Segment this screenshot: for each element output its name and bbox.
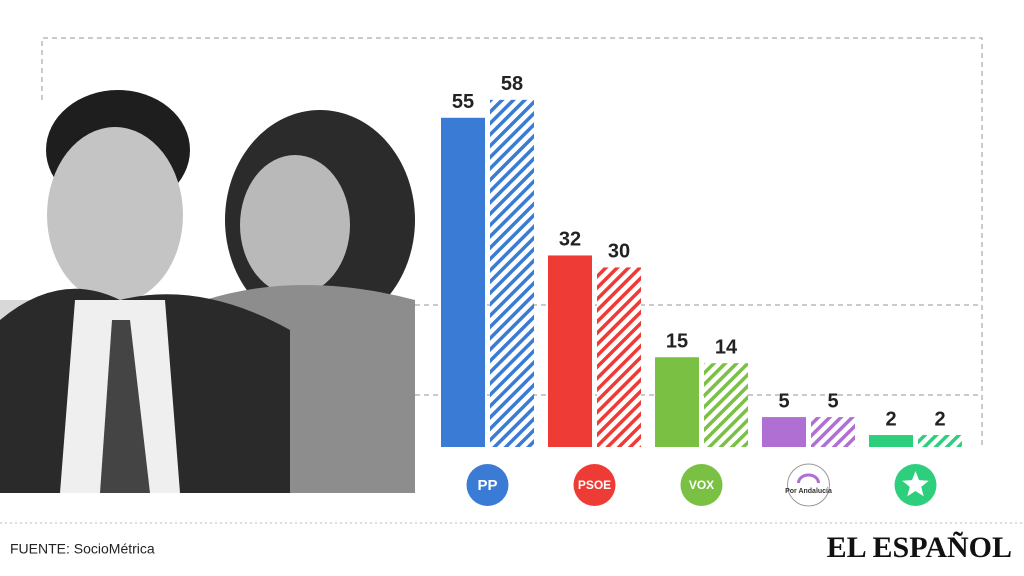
value-label: 32: [559, 229, 581, 251]
bar: [441, 117, 485, 448]
value-label: 5: [778, 390, 789, 412]
bar: [704, 363, 748, 447]
value-label: 14: [715, 336, 738, 358]
brand: EL ESPAÑOL: [827, 531, 1012, 564]
source: FUENTE: SocioMétrica: [10, 541, 155, 557]
bar: [597, 267, 641, 447]
photo: [0, 90, 415, 493]
tie: [100, 320, 150, 493]
bar: [869, 435, 913, 447]
value-label: 55: [452, 91, 474, 113]
bar: [548, 255, 592, 447]
bar: [811, 417, 855, 447]
bar: [655, 357, 699, 447]
party-logo: [787, 463, 830, 507]
bar: [918, 435, 962, 447]
face: [47, 127, 183, 303]
party-name: Por Andalucía: [785, 488, 832, 495]
bar: [762, 417, 806, 447]
value-label: 30: [608, 241, 630, 263]
value-label: 15: [666, 330, 688, 352]
logo-arc: [797, 473, 820, 484]
frame-line: [41, 37, 983, 447]
value-label: 2: [885, 408, 896, 430]
party-name: PSOE: [578, 478, 611, 492]
party-name: PP: [477, 477, 497, 494]
party-logo: [680, 464, 723, 506]
face: [240, 155, 350, 295]
value-label: 5: [827, 390, 838, 412]
party-name: VOX: [689, 478, 714, 492]
party-logo: [466, 464, 509, 506]
party-logo: [573, 464, 616, 506]
value-label: 2: [934, 408, 945, 430]
bar: [490, 99, 534, 447]
logo-star: [902, 471, 929, 497]
value-label: 58: [501, 73, 523, 95]
